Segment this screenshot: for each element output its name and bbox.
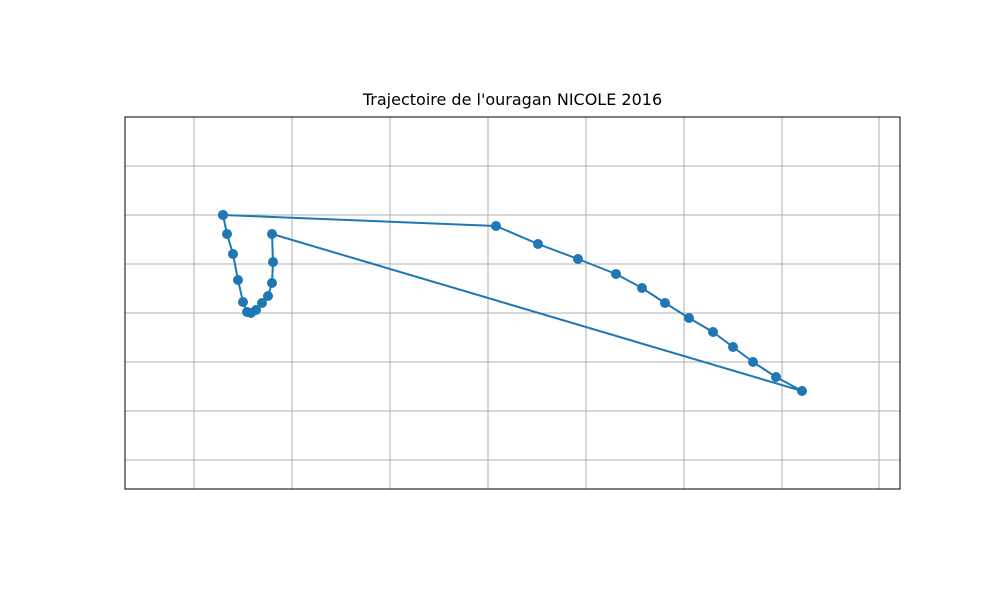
track-point-2: [228, 249, 238, 259]
track-point-8: [257, 298, 267, 308]
track-point-14: [771, 372, 781, 382]
track-point-23: [533, 239, 543, 249]
track-point-10: [267, 278, 277, 288]
track-point-22: [573, 254, 583, 264]
track-point-1: [222, 229, 232, 239]
track-point-24: [491, 221, 501, 231]
plot-frame: [124, 116, 901, 490]
track-point-4: [238, 297, 248, 307]
track-point-12: [267, 229, 277, 239]
track-point-9: [263, 291, 273, 301]
series-layer: [218, 210, 807, 396]
track-point-15: [748, 357, 758, 367]
track-line-0: [222, 214, 803, 392]
track-point-13: [797, 386, 807, 396]
track-point-16: [728, 342, 738, 352]
track-point-21: [611, 269, 621, 279]
track-point-20: [637, 283, 647, 293]
track-point-3: [233, 275, 243, 285]
track-point-25: [218, 210, 228, 220]
track-point-11: [268, 257, 278, 267]
track-point-7: [251, 305, 261, 315]
chart-title: Trajectoire de l'ouragan NICOLE 2016: [362, 90, 663, 109]
track-point-19: [660, 298, 670, 308]
track-point-17: [708, 327, 718, 337]
track-point-18: [684, 313, 694, 323]
